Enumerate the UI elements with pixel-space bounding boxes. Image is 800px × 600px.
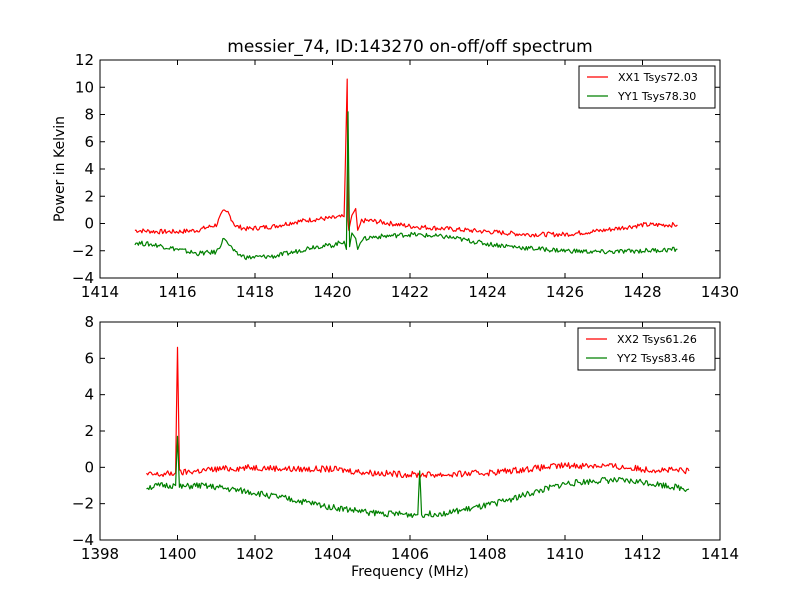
y-tick-label: −2 <box>72 242 94 260</box>
x-tick-label: 1430 <box>701 283 739 301</box>
legend: XX1 Tsys72.03 YY1 Tsys78.30 <box>578 65 716 109</box>
legend: XX2 Tsys61.26 YY2 Tsys83.46 <box>577 327 716 371</box>
y-tick-label: −4 <box>72 531 94 549</box>
legend-box <box>578 65 716 109</box>
y-tick-label: 6 <box>84 349 94 367</box>
x-tick-label: 1428 <box>623 283 661 301</box>
legend-entry: XX1 Tsys72.03 <box>618 71 698 84</box>
y-tick-label: 12 <box>75 51 94 69</box>
series-line-xx2 <box>146 346 690 478</box>
x-tick-label: 1420 <box>313 283 351 301</box>
y-tick-label: 0 <box>84 458 94 476</box>
chart-title: messier_74, ID:143270 on-off/off spectru… <box>227 37 592 57</box>
series-line-yy2 <box>146 435 690 519</box>
series-line-xx1 <box>134 78 678 238</box>
series-line-yy1 <box>134 111 678 261</box>
x-tick-label: 1426 <box>546 283 584 301</box>
y-tick-label: 2 <box>84 187 94 205</box>
x-tick-label: 1414 <box>701 545 739 563</box>
x-tick-label: 1410 <box>546 545 584 563</box>
y-tick-label: 8 <box>84 313 94 331</box>
x-tick-label: 1398 <box>81 545 119 563</box>
y-tick-label: 4 <box>84 160 94 178</box>
top-subplot: 1414 1416 1418 1420 1422 1424 1426 1428 1430 −4 −2… <box>52 37 739 301</box>
y-axis-label: Power in Kelvin <box>52 116 68 222</box>
x-tick-label: 1416 <box>158 283 196 301</box>
legend-entry: YY2 Tsys83.46 <box>616 352 695 365</box>
y-tick-label: 2 <box>84 422 94 440</box>
y-tick-label: 6 <box>84 133 94 151</box>
x-tick-label: 1414 <box>81 283 119 301</box>
y-tick-label: 8 <box>84 106 94 124</box>
bottom-subplot: 1398 1400 1402 1404 1406 1408 1410 1412 1414 −4 −2… <box>72 313 739 580</box>
x-tick-label: 1402 <box>236 545 274 563</box>
x-tick-label: 1422 <box>391 283 429 301</box>
x-tick-label: 1408 <box>468 545 506 563</box>
y-tick-label: 0 <box>84 215 94 233</box>
x-tick-label: 1400 <box>158 545 196 563</box>
y-tick-label: 4 <box>84 386 94 404</box>
x-tick-label: 1424 <box>468 283 506 301</box>
x-axis-label: Frequency (MHz) <box>351 564 469 580</box>
x-tick-label: 1412 <box>623 545 661 563</box>
x-tick-label: 1406 <box>391 545 429 563</box>
legend-box <box>577 327 716 371</box>
x-tick-label: 1418 <box>236 283 274 301</box>
y-tick-label: −2 <box>72 495 94 513</box>
x-tick-label: 1404 <box>313 545 351 563</box>
y-tick-label: 10 <box>75 78 94 96</box>
legend-entry: YY1 Tsys78.30 <box>617 90 696 103</box>
legend-entry: XX2 Tsys61.26 <box>617 333 697 346</box>
y-tick-label: −4 <box>72 269 94 287</box>
